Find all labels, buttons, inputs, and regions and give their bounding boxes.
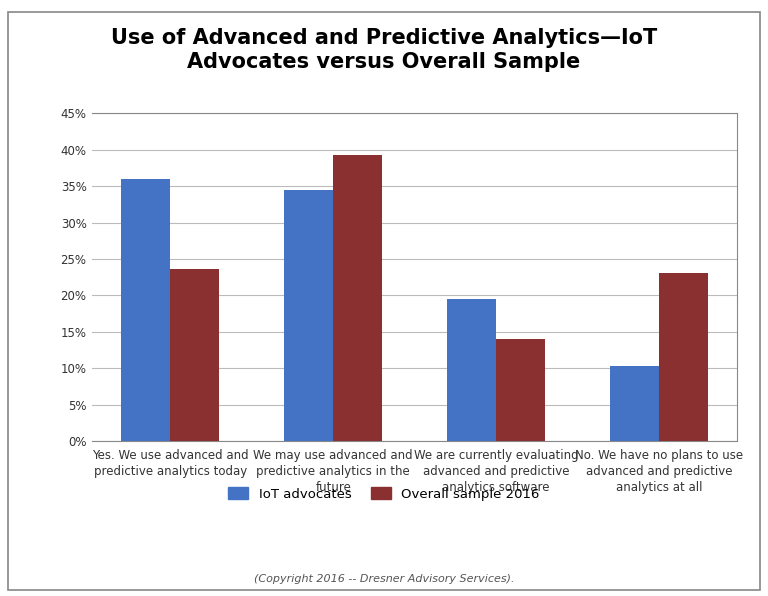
Bar <box>284 191 333 441</box>
Text: (Copyright 2016 -- Dresner Advisory Services).: (Copyright 2016 -- Dresner Advisory Serv… <box>253 574 515 584</box>
Bar <box>659 274 708 441</box>
Legend: IoT advocates, Overall sample 2016: IoT advocates, Overall sample 2016 <box>223 482 545 506</box>
Bar <box>170 269 219 441</box>
Bar <box>121 179 170 441</box>
Bar <box>447 299 496 441</box>
Bar <box>333 156 382 441</box>
Bar <box>496 339 545 441</box>
Bar <box>611 366 659 441</box>
Text: Use of Advanced and Predictive Analytics—IoT
Advocates versus Overall Sample: Use of Advanced and Predictive Analytics… <box>111 29 657 72</box>
